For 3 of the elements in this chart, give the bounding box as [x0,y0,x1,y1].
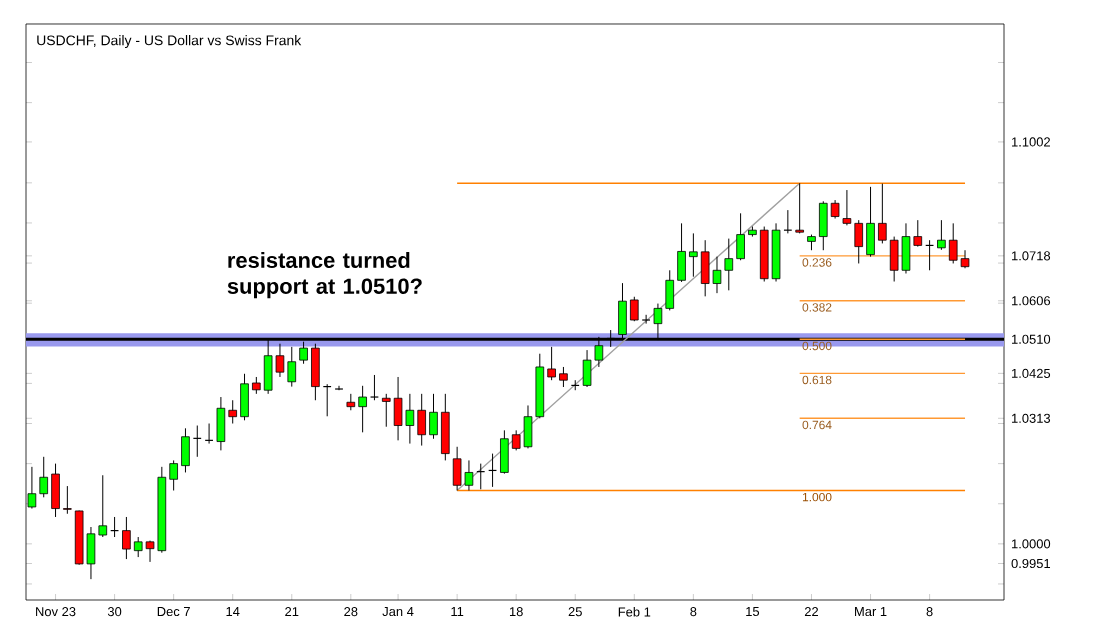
candlestick [334,385,344,391]
candlestick [369,374,379,401]
annotation: resistance turned support at 1.0510? [227,251,422,299]
